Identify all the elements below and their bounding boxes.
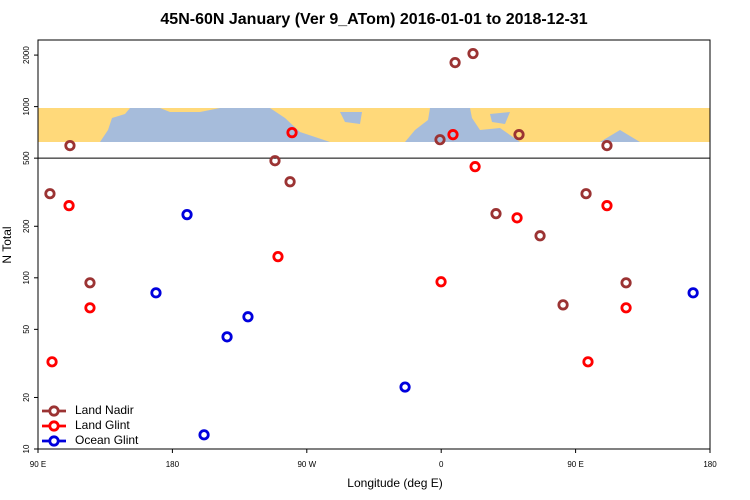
legend-marker	[48, 420, 60, 432]
y-axis-label: N Total	[0, 226, 14, 263]
point	[620, 302, 632, 314]
point	[557, 299, 569, 311]
plot-frame	[37, 39, 711, 450]
y-tick-label: 200	[22, 219, 31, 233]
point	[272, 251, 284, 263]
map-band	[38, 108, 710, 142]
legend-marker	[48, 435, 60, 447]
point	[434, 134, 446, 146]
point	[601, 200, 613, 212]
point	[534, 230, 546, 242]
point	[221, 331, 233, 343]
legend-label: Land Glint	[75, 418, 130, 432]
point	[46, 356, 58, 368]
y-tick-label: 50	[22, 324, 31, 333]
point	[84, 277, 96, 289]
legend-label: Land Nadir	[75, 403, 134, 417]
point	[511, 212, 523, 224]
x-tick-label: 180	[703, 460, 717, 469]
x-tick-label: 0	[439, 460, 444, 469]
point	[490, 208, 502, 220]
legend-label: Ocean Glint	[75, 433, 139, 447]
point	[582, 356, 594, 368]
point	[620, 277, 632, 289]
point	[399, 381, 411, 393]
point	[181, 209, 193, 221]
x-axis-label: Longitude (deg E)	[347, 476, 442, 490]
y-tick-label: 10	[22, 444, 31, 453]
point	[44, 188, 56, 200]
point	[284, 176, 296, 188]
point	[513, 129, 525, 141]
legend-marker	[48, 405, 60, 417]
point	[467, 47, 479, 60]
point	[63, 200, 75, 212]
point	[242, 311, 254, 323]
y-tick-label: 500	[22, 151, 31, 165]
x-tick-label: 180	[166, 460, 180, 469]
point	[150, 287, 162, 299]
x-tick-label: 90 E	[30, 460, 46, 469]
point	[64, 139, 76, 152]
point	[269, 155, 281, 167]
point	[469, 161, 481, 173]
y-tick-label: 100	[22, 271, 31, 285]
x-tick-label: 90 W	[297, 460, 316, 469]
x-tick-label: 90 E	[567, 460, 583, 469]
y-tick-label: 20	[22, 392, 31, 401]
point	[580, 188, 592, 200]
point	[687, 287, 699, 299]
point	[286, 127, 298, 139]
point	[449, 56, 461, 69]
point	[198, 429, 210, 441]
y-tick-label: 2000	[22, 46, 31, 64]
point	[84, 302, 96, 314]
point	[435, 276, 447, 288]
y-tick-label: 1000	[22, 97, 31, 115]
point	[601, 139, 613, 152]
chart-title: 45N-60N January (Ver 9_ATom) 2016-01-01 …	[160, 11, 587, 28]
point	[447, 129, 459, 141]
